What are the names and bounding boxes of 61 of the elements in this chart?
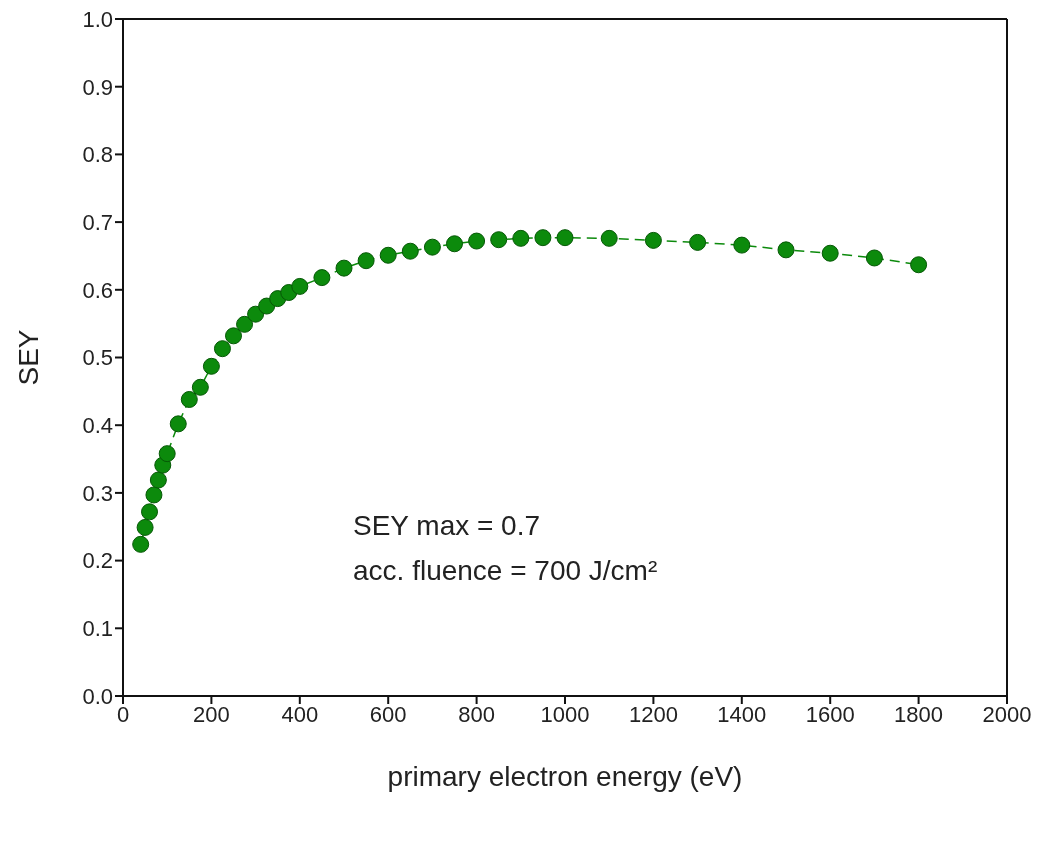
annotation: acc. fluence = 700 J/cm²: [353, 554, 658, 588]
y-tick-label: 0.1: [82, 616, 113, 642]
point: [600, 229, 618, 247]
point: [291, 277, 309, 295]
point: [191, 378, 209, 396]
y-axis-title: SEY: [12, 329, 44, 386]
x-tick-label: 1000: [540, 701, 590, 727]
point: [158, 445, 176, 463]
y-tick-label: 0.0: [82, 683, 113, 709]
y-tick-label: 0.2: [82, 548, 113, 574]
point: [225, 327, 242, 345]
x-tick-label: 600: [369, 701, 407, 727]
x-tick-label: 0: [116, 701, 130, 727]
point: [145, 486, 163, 504]
point: [357, 252, 375, 270]
point: [910, 256, 928, 274]
point: [236, 315, 254, 333]
point: [180, 390, 198, 408]
annotation: SEY max = 0.7: [353, 509, 542, 543]
point: [401, 242, 419, 260]
point: [149, 471, 167, 489]
x-tick-label: 2000: [982, 701, 1032, 727]
point: [865, 249, 883, 267]
point: [423, 238, 441, 256]
point: [777, 241, 795, 259]
point: [247, 305, 265, 323]
point: [213, 340, 231, 358]
y-tick-label: 1.0: [82, 6, 113, 32]
point: [202, 357, 220, 375]
x-tick-label: 200: [193, 701, 230, 727]
point: [689, 233, 707, 251]
point: [733, 236, 751, 254]
point: [313, 269, 331, 287]
point: [468, 232, 486, 250]
point: [512, 229, 530, 247]
x-tick-label: 800: [458, 701, 495, 727]
point: [644, 231, 662, 249]
point: [335, 259, 353, 277]
point: [141, 503, 159, 521]
x-tick-label: 400: [281, 701, 319, 727]
point: [821, 244, 839, 262]
x-axis-title: primary electron energy (eV): [387, 761, 743, 792]
point: [556, 229, 574, 247]
y-tick-label: 0.8: [82, 142, 113, 168]
y-tick-label: 0.6: [82, 277, 113, 303]
point: [169, 415, 187, 433]
point: [534, 229, 552, 247]
x-tick-label: 1200: [628, 701, 678, 727]
x-tick-label: 1600: [805, 701, 855, 727]
y-tick-label: 0.9: [82, 74, 113, 100]
y-tick-label: 0.7: [82, 209, 113, 235]
point: [132, 535, 150, 553]
point: [136, 518, 154, 536]
y-tick-label: 0.4: [82, 413, 113, 439]
point: [446, 235, 463, 253]
x-tick-label: 1400: [717, 701, 767, 727]
point: [379, 246, 397, 264]
point: [490, 231, 508, 249]
y-tick-label: 0.3: [82, 480, 113, 506]
y-tick-label: 0.5: [82, 345, 113, 371]
x-tick-label: 1800: [894, 701, 944, 727]
